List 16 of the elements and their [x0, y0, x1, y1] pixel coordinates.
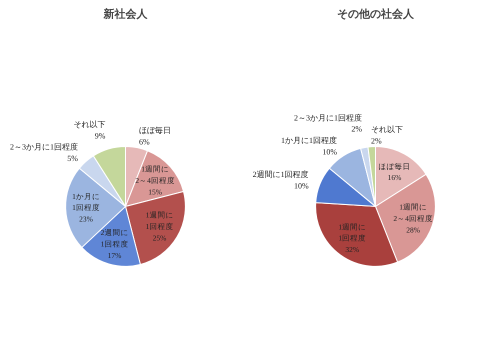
- slice-label: 1か月に1回程度: [280, 136, 337, 146]
- data-label: 10%: [294, 181, 310, 190]
- data-label: 2%: [351, 124, 362, 134]
- chart-title: 新社会人: [102, 8, 148, 20]
- chart-title: その他の社会人: [337, 8, 415, 20]
- slice-label: それ以下: [370, 125, 403, 134]
- data-label: 10%: [322, 147, 338, 156]
- slice-label: ほぼ毎日: [138, 126, 171, 136]
- slice-label: 2～3か月に1回程度: [10, 142, 78, 152]
- data-label: 6%: [138, 138, 150, 147]
- slice-label: 2～3か月に1回程度: [294, 113, 362, 122]
- slice-label: それ以下: [73, 120, 106, 129]
- data-label: 2%: [370, 136, 382, 146]
- data-label: 9%: [94, 131, 106, 140]
- slice-label: 2週間に1回程度: [252, 170, 309, 179]
- data-label: 5%: [67, 154, 78, 164]
